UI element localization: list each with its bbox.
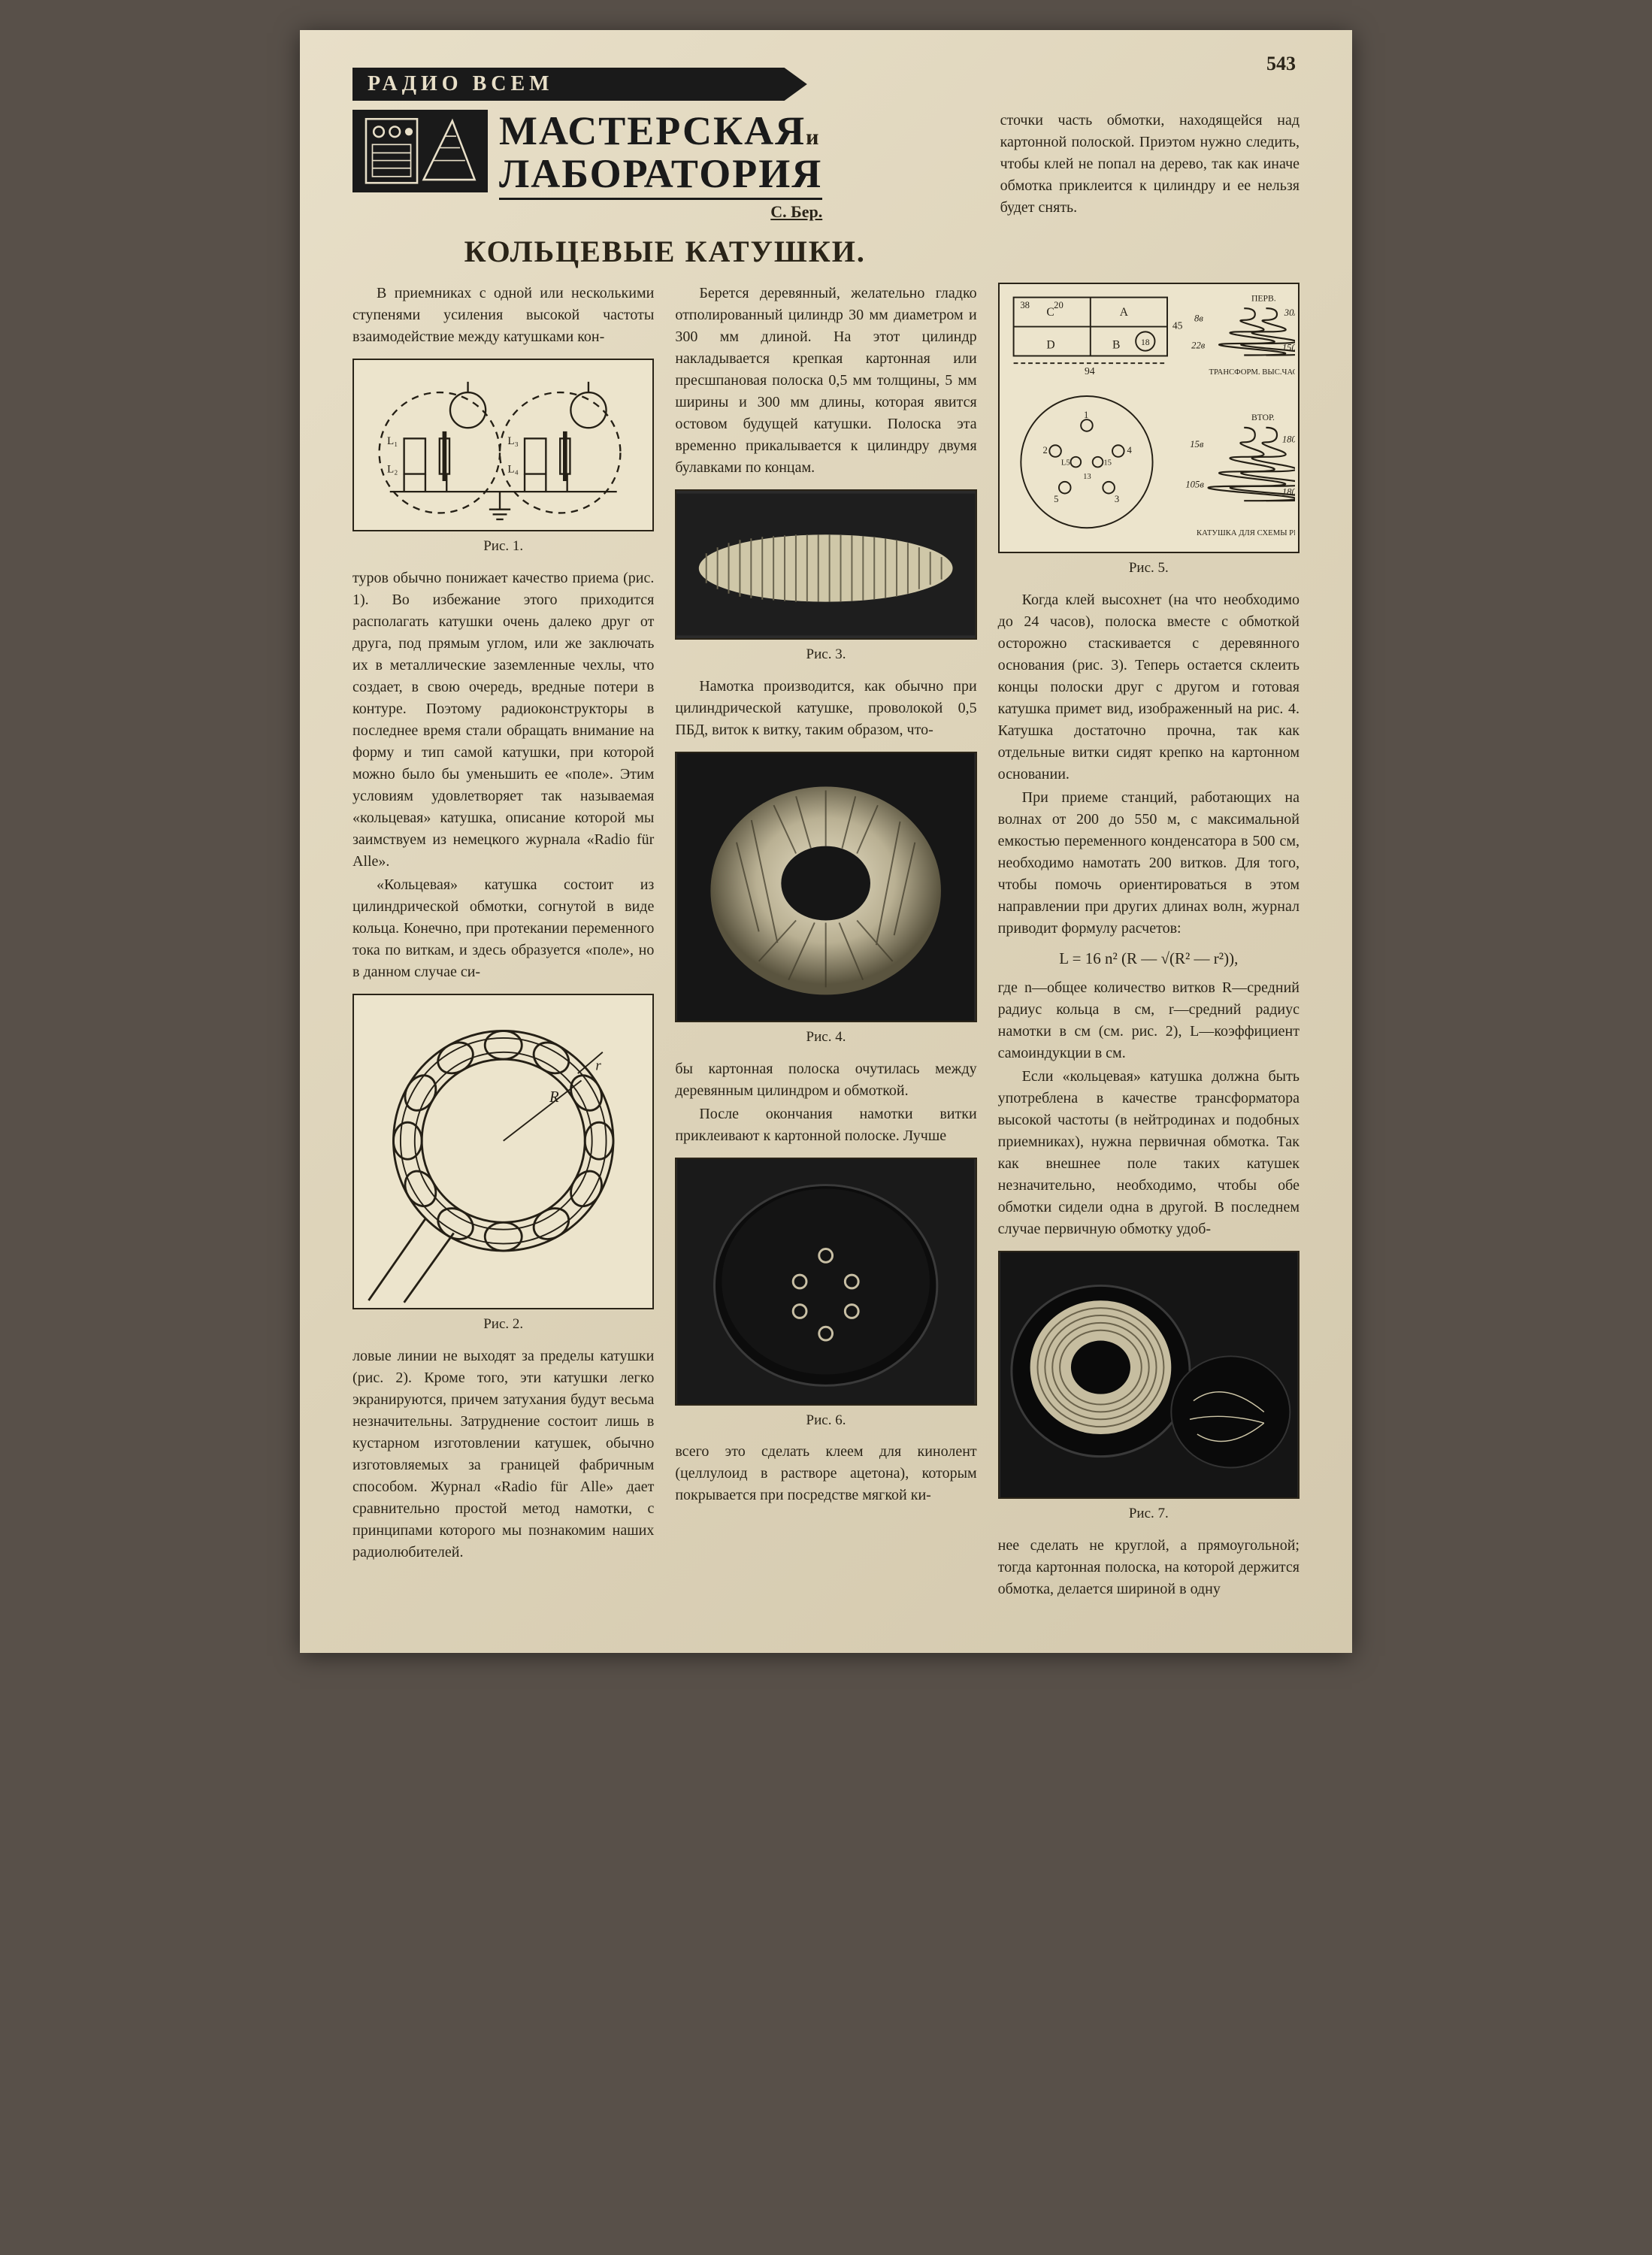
figure-7: Рис. 7. xyxy=(998,1251,1300,1524)
svg-text:94: 94 xyxy=(1085,365,1095,377)
body-text: всего это сделать клеем для кинолент (це… xyxy=(675,1441,976,1506)
svg-text:r: r xyxy=(595,1058,601,1074)
equipment-icon xyxy=(352,110,488,192)
figure-5: C A D B 38 20 45 18 94 ПЕРВ. xyxy=(998,283,1300,579)
figure-4: Рис. 4. xyxy=(675,752,976,1048)
svg-text:D: D xyxy=(1046,339,1054,352)
article-title: КОЛЬЦЕВЫЕ КАТУШКИ. xyxy=(352,234,978,269)
svg-text:A: A xyxy=(1119,306,1128,319)
figure-caption: Рис. 3. xyxy=(675,644,976,665)
body-text: Когда клей высохнет (на что необходимо д… xyxy=(998,589,1300,785)
svg-text:22в: 22в xyxy=(1191,341,1206,351)
svg-text:38: 38 xyxy=(1020,300,1030,310)
section-header: МАСТЕРСКАЯи ЛАБОРАТОРИЯ С. Бер. xyxy=(352,110,978,226)
svg-text:R: R xyxy=(549,1089,559,1106)
svg-text:45: 45 xyxy=(1172,320,1182,331)
figure-caption: Рис. 2. xyxy=(352,1314,654,1335)
svg-text:150в.: 150в. xyxy=(1281,343,1295,353)
svg-text:105в: 105в xyxy=(1185,480,1204,490)
formula: L = 16 n² (R — √(R² — r²)), xyxy=(998,947,1300,970)
section-title: МАСТЕРСКАЯи ЛАБОРАТОРИЯ С. Бер. xyxy=(499,110,822,226)
body-text: нее сделать не круглой, а прямоугольной;… xyxy=(998,1535,1300,1600)
svg-text:180в.: 180в. xyxy=(1281,487,1295,498)
figure-1: L₁ L₂ L₃ L₄ Рис. 1. xyxy=(352,359,654,557)
svg-text:B: B xyxy=(1112,339,1120,352)
svg-text:30л.: 30л. xyxy=(1283,307,1295,318)
svg-text:5: 5 xyxy=(1054,494,1058,504)
article-body: В приемниках с одной или несколькими сту… xyxy=(352,283,1300,1600)
svg-text:КАТУШКА ДЛЯ СХЕМЫ РЕЙНАРЦА: КАТУШКА ДЛЯ СХЕМЫ РЕЙНАРЦА xyxy=(1197,528,1295,537)
figure-caption: Рис. 5. xyxy=(998,558,1300,579)
svg-text:L5: L5 xyxy=(1061,459,1070,468)
body-text: сточки часть обмотки, находящейся над ка… xyxy=(1000,110,1300,219)
section-title-line1: МАСТЕРСКАЯ xyxy=(499,108,806,153)
svg-text:3: 3 xyxy=(1115,494,1119,504)
svg-text:L₃: L₃ xyxy=(507,435,518,447)
page-number: 543 xyxy=(1266,53,1296,75)
svg-text:L₁: L₁ xyxy=(387,435,398,447)
author: С. Бер. xyxy=(770,203,822,220)
svg-text:4: 4 xyxy=(1127,445,1132,456)
figure-caption: Рис. 6. xyxy=(675,1410,976,1431)
figure-2: R r Рис. 2. xyxy=(352,994,654,1335)
body-text: Берется деревянный, желательно гладко от… xyxy=(675,283,976,479)
svg-text:8в: 8в xyxy=(1194,313,1203,324)
figure-caption: Рис. 4. xyxy=(675,1027,976,1048)
svg-text:L₄: L₄ xyxy=(507,463,518,475)
svg-text:18: 18 xyxy=(1141,337,1150,347)
svg-text:ВТОР.: ВТОР. xyxy=(1251,413,1275,422)
svg-text:1: 1 xyxy=(1084,410,1088,420)
body-text: Намотка производится, как обычно при цил… xyxy=(675,676,976,741)
svg-text:2: 2 xyxy=(1042,445,1047,456)
figure-3: Рис. 3. xyxy=(675,489,976,665)
svg-text:ПЕРВ.: ПЕРВ. xyxy=(1251,294,1276,304)
section-title-line2: ЛАБОРАТОРИЯ xyxy=(499,153,822,195)
svg-text:15в: 15в xyxy=(1190,439,1204,449)
body-text: бы картонная полоска очутилась между дер… xyxy=(675,1058,976,1102)
body-text: ловые линии не выходят за пределы катушк… xyxy=(352,1345,654,1563)
body-text: После окончания намотки витки приклеиваю… xyxy=(675,1103,976,1147)
figure-6: Рис. 6. xyxy=(675,1158,976,1431)
svg-text:20: 20 xyxy=(1054,300,1064,310)
masthead: РАДИО ВСЕМ xyxy=(352,68,807,101)
body-text: «Кольцевая» катушка состоит из цилиндрич… xyxy=(352,874,654,983)
magazine-page: 543 РАДИО ВСЕМ xyxy=(300,30,1352,1653)
body-text: Если «кольцевая» катушка должна быть упо… xyxy=(998,1066,1300,1240)
svg-text:13: 13 xyxy=(1083,472,1091,481)
section-title-and: и xyxy=(806,125,818,150)
svg-text:15: 15 xyxy=(1103,459,1112,468)
svg-text:L₂: L₂ xyxy=(387,463,398,475)
body-text: В приемниках с одной или несколькими сту… xyxy=(352,283,654,348)
svg-text:180в.: 180в. xyxy=(1281,434,1295,445)
figure-caption: Рис. 1. xyxy=(352,536,654,557)
body-text: туров обычно понижает качество приема (р… xyxy=(352,568,654,873)
body-text: где n—общее количество витков R—средний … xyxy=(998,977,1300,1064)
figure-caption: Рис. 7. xyxy=(998,1503,1300,1524)
body-text: При приеме станций, работающих на волнах… xyxy=(998,787,1300,940)
svg-text:ТРАНСФОРМ. ВЫС.ЧАСТОТЫ: ТРАНСФОРМ. ВЫС.ЧАСТОТЫ xyxy=(1209,368,1295,377)
